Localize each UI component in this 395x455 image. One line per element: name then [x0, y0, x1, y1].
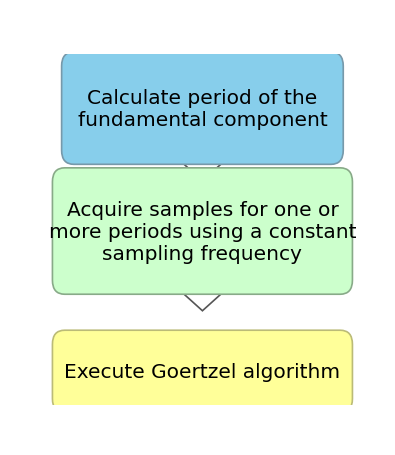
Polygon shape	[181, 151, 224, 182]
FancyBboxPatch shape	[53, 330, 352, 413]
FancyBboxPatch shape	[62, 53, 343, 165]
Polygon shape	[181, 281, 224, 311]
Text: Acquire samples for one or
more periods using a constant
sampling frequency: Acquire samples for one or more periods …	[49, 200, 356, 263]
FancyBboxPatch shape	[53, 168, 352, 294]
Text: Execute Goertzel algorithm: Execute Goertzel algorithm	[64, 362, 340, 381]
Text: Calculate period of the
fundamental component: Calculate period of the fundamental comp…	[77, 88, 327, 129]
